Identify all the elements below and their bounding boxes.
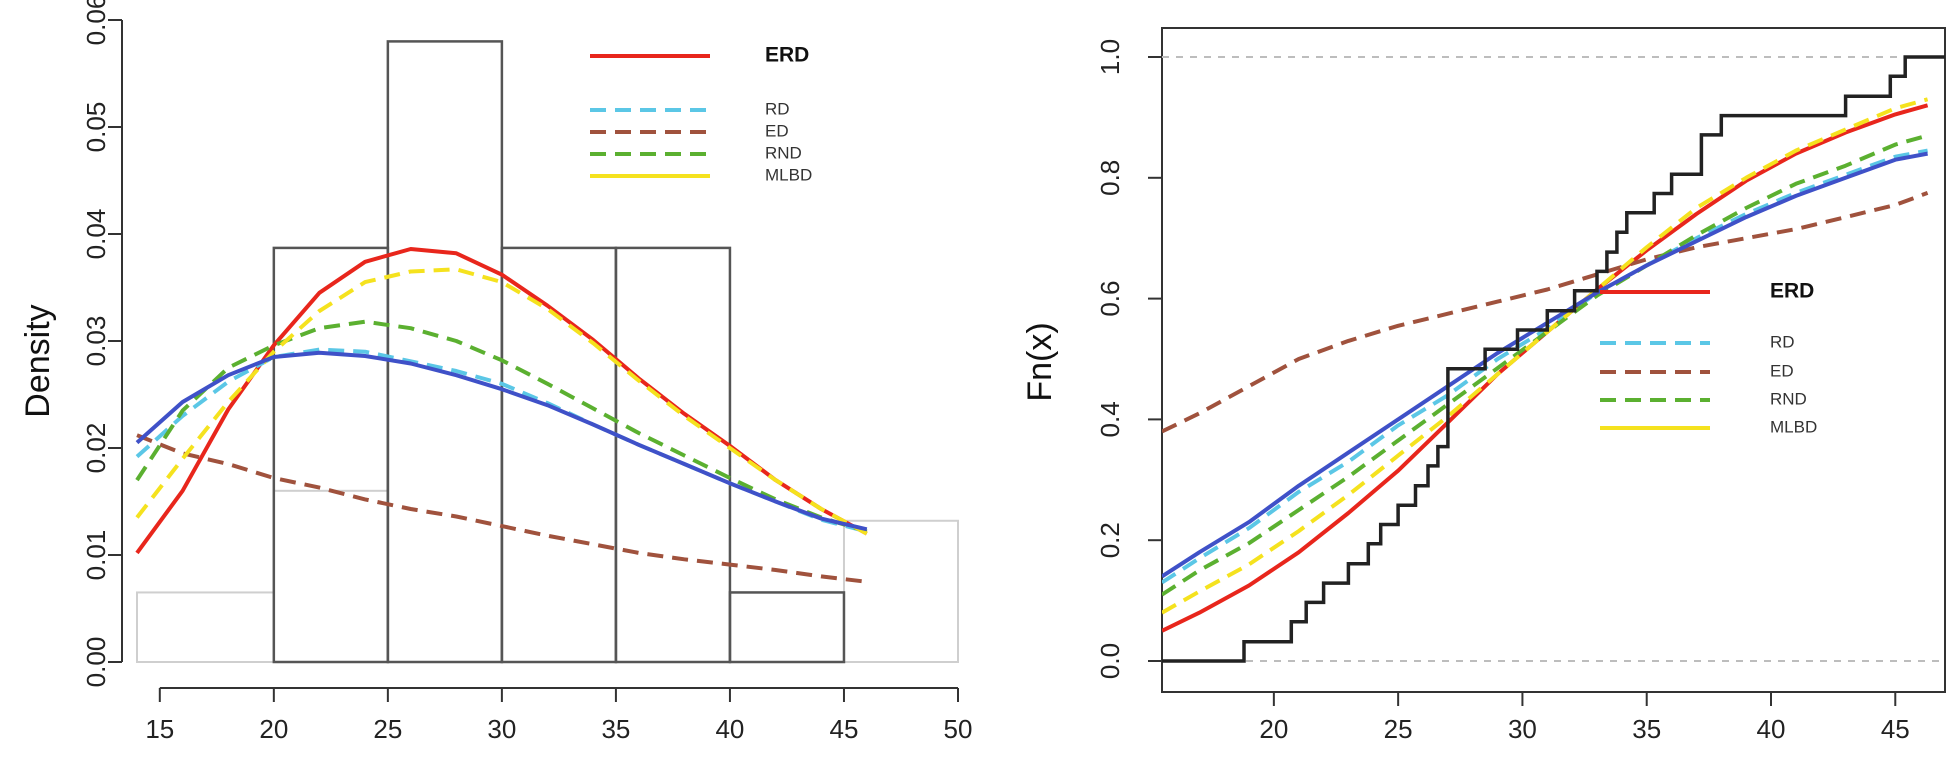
- legend-label-right-mlbd: MLBD: [1770, 417, 1817, 436]
- faint-histogram-bar-2: [842, 519, 960, 664]
- cdf-curve-ed: [1162, 191, 1929, 434]
- y-axis-title: Density: [19, 304, 57, 417]
- cdf-curve-rd: [1162, 148, 1928, 585]
- legend-label-rnd: RND: [765, 143, 802, 162]
- x-tick-label-right-5: 45: [1881, 714, 1910, 744]
- y-tick-label-right-2: 0.4: [1095, 401, 1125, 437]
- plot-frame: [1161, 27, 1946, 693]
- cdf-curve-mlbd: [1162, 97, 1929, 615]
- y-tick-label-2: 0.02: [81, 423, 111, 474]
- x-tick-label-right-3: 35: [1632, 714, 1661, 744]
- cdf-curve-blue: [1162, 151, 1928, 579]
- y-tick-label-6: 0.06: [81, 0, 111, 45]
- x-tick-label-2: 25: [373, 714, 402, 744]
- x-tick-label-6: 45: [830, 714, 859, 744]
- x-tick-label-0: 15: [145, 714, 174, 744]
- x-tick-label-4: 35: [601, 714, 630, 744]
- density-curve-rnd: [135, 319, 868, 534]
- y-tick-label-5: 0.05: [81, 102, 111, 153]
- density-curve-blue: [135, 350, 868, 532]
- empirical-cdf-step: [1162, 55, 1945, 663]
- ecdf-chart: 0.0 0.2 0.4 0.6 0.8 1.0 Fn(x) 20 25 30 35 40 45 ERD RD…: [1021, 27, 1946, 744]
- cdf-curve-erd: [1162, 103, 1929, 633]
- legend-label-mlbd: MLBD: [765, 165, 812, 184]
- x-tick-label-right-2: 30: [1508, 714, 1537, 744]
- y-tick-label-1: 0.01: [81, 530, 111, 581]
- y-tick-label-4: 0.04: [81, 209, 111, 260]
- x-tick-label-right-0: 20: [1259, 714, 1288, 744]
- y-tick-label-right-0: 0.0: [1095, 643, 1125, 679]
- faint-histogram-bar-0: [136, 591, 275, 664]
- density-histogram-chart: 0.00 0.01 0.02 0.03 0.04 0.05 0.06 Density 15 20 2…: [19, 0, 972, 744]
- x-tick-label-1: 20: [259, 714, 288, 744]
- y-tick-label-right-5: 1.0: [1095, 39, 1125, 75]
- x-tick-label-right-4: 40: [1757, 714, 1786, 744]
- curves-group: [1162, 55, 1945, 663]
- legend-label-right-rd: RD: [1770, 332, 1795, 351]
- legend-label-right-ed: ED: [1770, 361, 1794, 380]
- y-axis-title-right: Fn(x): [1021, 322, 1059, 401]
- legend-label-rd: RD: [765, 99, 790, 118]
- histogram-bar-3: [614, 246, 732, 664]
- legend-label-erd: ERD: [765, 44, 809, 67]
- x-tick-label-7: 50: [944, 714, 973, 744]
- histogram-bar-0: [272, 246, 390, 664]
- density-curve-rd: [135, 347, 868, 534]
- y-tick-label-3: 0.03: [81, 316, 111, 367]
- y-tick-label-right-1: 0.2: [1095, 522, 1125, 558]
- faint-histogram-bar-1: [272, 489, 389, 663]
- x-tick-label-3: 30: [487, 714, 516, 744]
- y-tick-label-right-4: 0.8: [1095, 160, 1125, 196]
- legend-label-ed: ED: [765, 121, 789, 140]
- x-tick-label-right-1: 25: [1384, 714, 1413, 744]
- cdf-curve-rnd: [1162, 133, 1929, 597]
- histogram-bar-4: [728, 591, 846, 664]
- histogram-bar-2: [500, 246, 618, 664]
- density-curve-ed: [136, 433, 868, 584]
- y-tick-label-right-3: 0.6: [1095, 281, 1125, 317]
- legend-label-right-erd: ERD: [1770, 280, 1814, 303]
- legend-label-right-rnd: RND: [1770, 389, 1807, 408]
- y-tick-label-0: 0.00: [81, 637, 111, 688]
- x-tick-label-5: 40: [715, 714, 744, 744]
